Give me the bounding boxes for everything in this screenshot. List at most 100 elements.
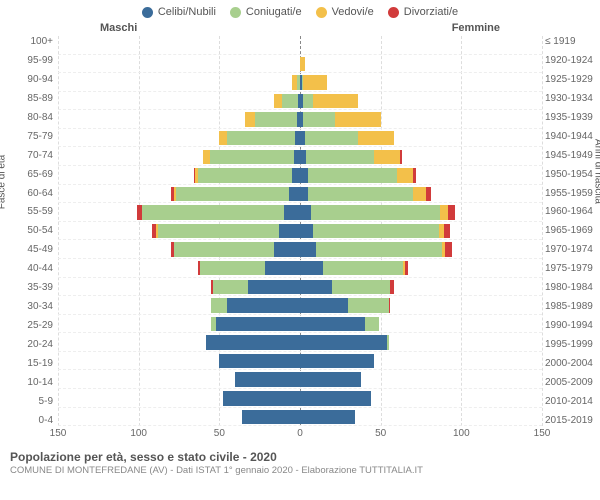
male-bar [58,147,300,166]
bar-segment [413,168,416,182]
age-bin-label: 5-9 [8,396,53,407]
pyramid-row [58,110,542,129]
female-bar [300,240,542,259]
bar-segment [300,372,361,386]
pyramid-row [58,408,542,427]
female-bar [300,333,542,352]
bar-segment [174,242,274,256]
age-bin-label: 60-64 [8,188,53,199]
female-bar [300,408,542,427]
bar-segment [313,94,358,108]
male-bar [58,185,300,204]
bar-segment [313,224,439,238]
bar-segment [300,242,316,256]
bar-segment [200,261,265,275]
legend-swatch [388,7,399,18]
x-tick-label: 50 [375,428,386,439]
bar-rows [58,36,542,426]
bar-segment [235,372,300,386]
legend-item: Coniugati/e [230,6,302,18]
footer-subtitle: COMUNE DI MONTEFREDANE (AV) - Dati ISTAT… [10,465,590,476]
birth-bin-label: 1990-1994 [545,320,600,331]
bar-segment [445,242,451,256]
legend-item: Vedovi/e [316,6,374,18]
bar-segment [279,224,300,238]
bar-segment [387,335,389,349]
age-bin-label: 80-84 [8,112,53,123]
female-bar [300,185,542,204]
bar-segment [365,317,380,331]
legend: Celibi/NubiliConiugati/eVedovi/eDivorzia… [0,0,600,18]
chart-footer: Popolazione per età, sesso e stato civil… [0,444,600,476]
age-bin-label: 95-99 [8,55,53,66]
age-bin-label: 10-14 [8,377,53,388]
bar-segment [413,187,426,201]
male-bar [58,315,300,334]
bar-segment [300,317,365,331]
age-bin-label: 30-34 [8,301,53,312]
bar-segment [426,187,431,201]
female-bar [300,389,542,408]
pyramid-row [58,55,542,74]
bar-segment [142,205,284,219]
grid-line [542,36,543,426]
female-bar [300,315,542,334]
age-bin-label: 25-29 [8,320,53,331]
age-bin-label: 65-69 [8,169,53,180]
birth-bin-label: 1930-1934 [545,93,600,104]
x-tick-label: 100 [453,428,470,439]
female-bar [300,296,542,315]
male-bar [58,203,300,222]
legend-label: Celibi/Nubili [158,6,216,18]
bar-segment [323,261,404,275]
female-bar [300,222,542,241]
bar-segment [292,168,300,182]
male-bar [58,129,300,148]
plot-area: Fasce di età Anni di nascita 100+95-9990… [58,36,542,426]
male-bar [58,352,300,371]
bar-segment [300,187,308,201]
female-bar [300,203,542,222]
birth-bin-label: 1960-1964 [545,206,600,217]
bar-segment [176,187,289,201]
bar-segment [211,298,227,312]
birth-bin-label: 1995-1999 [545,339,600,350]
pyramid-row [58,222,542,241]
left-axis-title: Fasce di età [0,155,8,209]
birth-bin-label: 2005-2009 [545,377,600,388]
bar-segment [265,261,300,275]
x-tick-label: 0 [297,428,303,439]
bar-segment [284,205,300,219]
birth-bin-label: 1925-1929 [545,74,600,85]
pyramid-row [58,92,542,111]
bar-segment [308,168,397,182]
legend-swatch [230,7,241,18]
age-bin-label: 15-19 [8,358,53,369]
bar-segment [444,224,450,238]
female-bar [300,370,542,389]
female-bar [300,73,542,92]
male-bar [58,240,300,259]
bar-segment [213,280,248,294]
pyramid-row [58,370,542,389]
legend-swatch [316,7,327,18]
bar-segment [390,280,393,294]
x-tick-label: 150 [50,428,67,439]
x-tick-label: 150 [534,428,551,439]
age-bin-label: 55-59 [8,206,53,217]
birth-bin-label: 2015-2019 [545,415,600,426]
birth-bin-label: 1955-1959 [545,188,600,199]
male-bar [58,278,300,297]
pyramid-row [58,36,542,55]
bar-segment [219,131,227,145]
bar-segment [300,205,311,219]
female-bar [300,166,542,185]
male-bar [58,333,300,352]
bar-segment [242,410,300,424]
male-bar [58,110,300,129]
bar-segment [248,280,300,294]
bar-segment [306,150,374,164]
bar-segment [198,168,292,182]
bar-segment [289,187,300,201]
bar-segment [274,94,282,108]
